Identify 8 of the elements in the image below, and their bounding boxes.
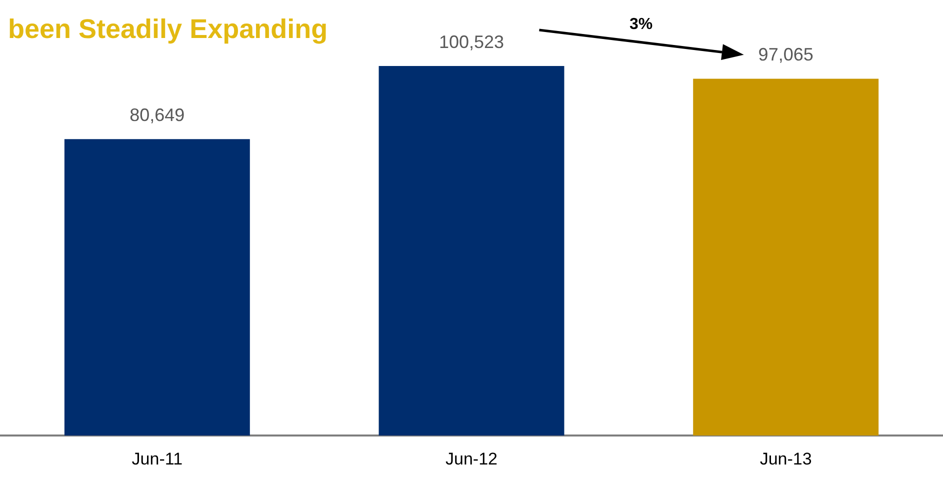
data-label: 97,065 [758, 44, 814, 65]
x-tick-label: Jun-11 [132, 449, 183, 468]
text: 3% [630, 16, 653, 34]
x-tick-label: Jun-12 [446, 449, 498, 468]
x-tick-label: Jun-13 [760, 449, 812, 468]
chart-title: been Steadily Expanding [8, 14, 328, 45]
data-label: 100,523 [438, 32, 504, 52]
data-label: 80,649 [130, 105, 185, 126]
